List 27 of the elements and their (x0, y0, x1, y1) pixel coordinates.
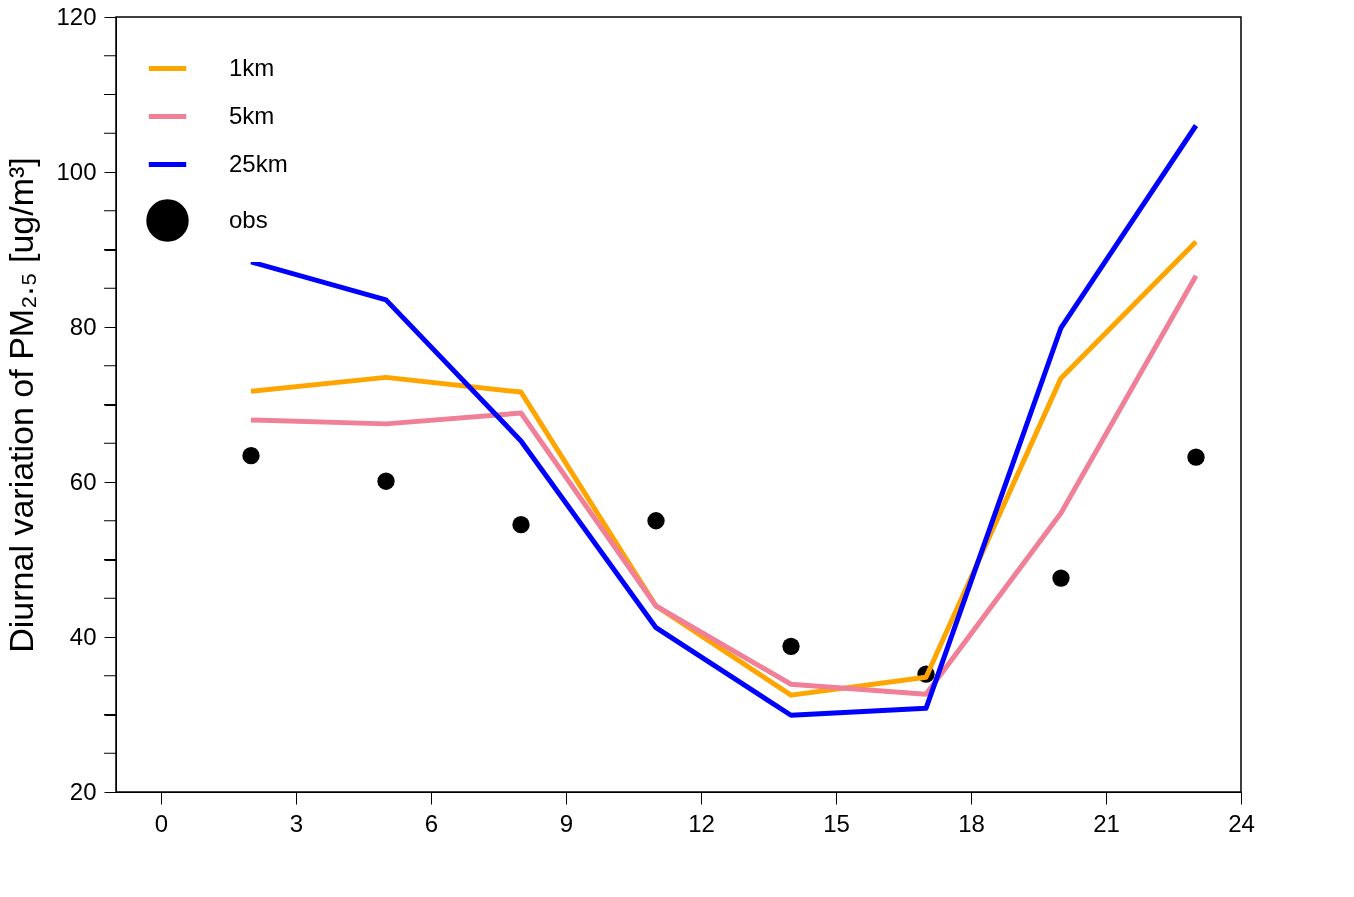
x-tick-label: 18 (958, 809, 985, 837)
point (512, 515, 530, 534)
x-tick-label: 21 (1093, 809, 1120, 837)
point (377, 472, 395, 490)
x-tick-label: 24 (1228, 809, 1255, 837)
point (242, 447, 260, 465)
y-tick-label: 80 (69, 312, 97, 340)
point (647, 512, 665, 530)
y-tick-label: 40 (69, 622, 97, 650)
y-tick-label: 100 (56, 157, 97, 185)
y-tick-label: 60 (69, 467, 97, 495)
y-tick-label: 120 (56, 2, 97, 30)
point (1187, 448, 1205, 466)
y-axis-title: Diurnal variation of PM₂.₅ [ug/m³] (2, 157, 41, 653)
y-tick-label: 20 (69, 777, 97, 805)
x-tick-label: 3 (289, 809, 304, 837)
point (1052, 569, 1070, 587)
x-tick-label: 15 (823, 809, 850, 837)
x-tick-label: 0 (154, 809, 169, 837)
legend-label: 25km (229, 149, 288, 177)
legend-label: 5km (229, 101, 275, 129)
x-tick-label: 6 (424, 809, 439, 837)
x-tick-label: 9 (559, 809, 574, 837)
point (782, 637, 800, 655)
legend-label: 1km (229, 53, 275, 81)
legend-label: obs (229, 205, 268, 233)
x-tick-label: 12 (688, 809, 715, 837)
